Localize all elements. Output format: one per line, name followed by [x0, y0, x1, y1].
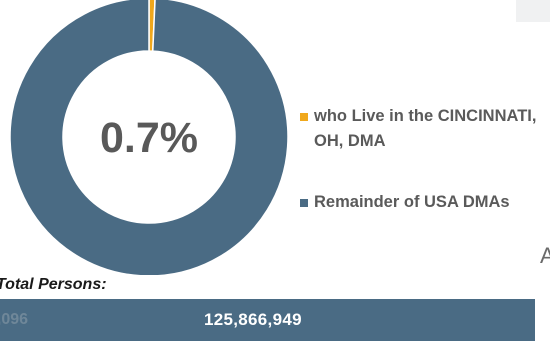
donut-chart: 0.7%: [9, 0, 289, 275]
legend-label-cincinnati-line2: OH, DMA: [314, 132, 386, 150]
legend: who Live in the CINCINNATI, OH, DMA Rema…: [300, 104, 550, 215]
partial-panel: [516, 0, 550, 22]
donut-slice-1: [9, 0, 289, 275]
total-persons-bar: 6,096 125,866,949: [0, 299, 535, 341]
donut-center-label: 0.7%: [100, 114, 198, 162]
edge-text: A: [540, 243, 550, 268]
total-persons-label: Total Persons:: [0, 276, 107, 293]
total-left-value: 6,096: [0, 311, 29, 328]
legend-label-cincinnati-line1: who Live in the CINCINNATI,: [314, 107, 537, 125]
legend-label-remainder: Remainder of USA DMAs: [314, 193, 510, 211]
legend-swatch-remainder: [300, 199, 308, 207]
legend-item-cincinnati: who Live in the CINCINNATI, OH, DMA: [300, 104, 550, 154]
total-right-value: 125,866,949: [204, 310, 302, 329]
legend-swatch-cincinnati: [300, 113, 308, 121]
legend-item-remainder: Remainder of USA DMAs: [300, 190, 550, 215]
